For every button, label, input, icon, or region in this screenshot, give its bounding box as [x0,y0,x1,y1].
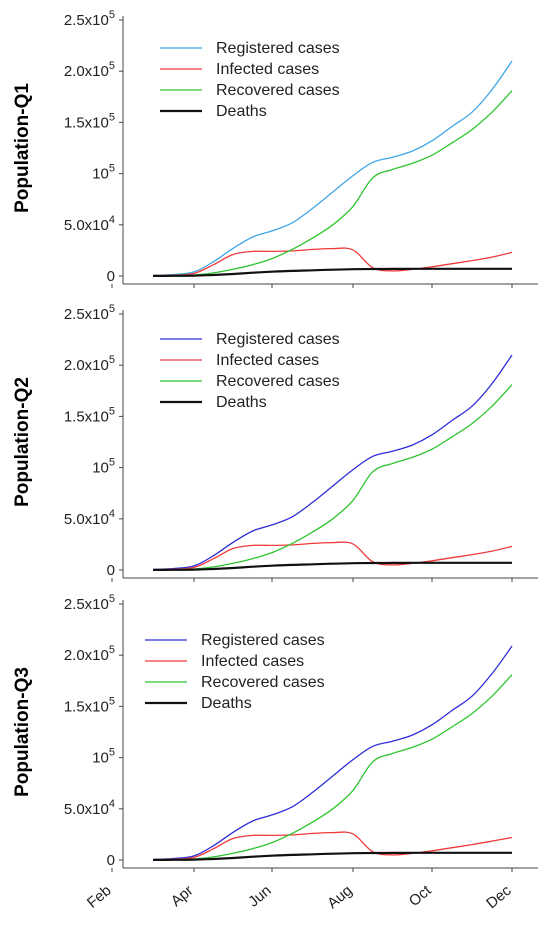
legend-label: Infected cases [201,653,304,670]
legend-label: Registered cases [216,331,340,348]
y-tick-label: 1.5x105 [64,111,115,131]
series-line-deaths [152,851,512,861]
series-line-infected-cases [152,541,513,571]
legend-label: Recovered cases [216,82,340,99]
y-tick-label: 2.0x105 [64,354,115,374]
y-tick-label: 5.0x104 [64,214,115,234]
y-tick-label: 2.0x105 [64,60,115,80]
y-axis-label: Population-Q2 [12,377,33,507]
legend-label: Recovered cases [216,373,340,390]
x-tick-label: Feb [84,882,115,912]
legend-label: Infected cases [216,352,319,369]
series-line-recovered-cases [152,90,513,277]
y-tick-label: 2.0x105 [64,644,115,664]
y-tick-label: 2.5x105 [64,593,115,613]
series-line-recovered-cases [152,384,513,571]
x-tick-label: Aug [324,882,355,912]
y-tick-label: 105 [92,163,115,183]
x-tick-label: Oct [406,882,435,911]
chart-panel-2: 0 5.0x104 105 1.5x105 2.0x105 2.5x105 Populati… [12,303,538,582]
y-tick-label: 2.5x105 [64,303,115,323]
x-tick-labels: Feb Apr Jun Aug Oct Dec [84,882,515,913]
chart-panel-3: 0 5.0x104 105 1.5x105 2.0x105 2.5x105 Populati… [12,593,538,872]
series-line-registered-cases [152,354,513,571]
legend-label: Registered cases [201,632,325,649]
y-tick-label: 105 [92,747,115,767]
series-line-registered-cases [152,645,513,861]
legend: Registered cases Infected cases Recovered … [160,40,340,120]
legend-label: Recovered cases [201,674,325,691]
legend-label: Registered cases [216,40,340,57]
series-line-deaths [152,561,512,571]
legend-label: Deaths [216,103,267,120]
y-tick-label: 0 [107,852,115,869]
x-tick-label: Dec [483,882,515,912]
series-line-infected-cases [152,831,513,861]
y-tick-label: 105 [92,457,115,477]
legend-label: Deaths [216,394,267,411]
series-line-recovered-cases [152,674,513,861]
y-tick-label: 1.5x105 [64,695,115,715]
x-tick-label: Jun [245,882,274,911]
legend-label: Deaths [201,695,252,712]
chart-panel-1: 0 5.0x104 105 1.5x105 2.0x105 2.5x105 Populati… [12,9,538,288]
y-tick-label: 1.5x105 [64,405,115,425]
y-tick-label: 0 [107,268,115,285]
legend: Registered cases Infected cases Recovered … [145,632,325,712]
y-tick-label: 0 [107,562,115,579]
series-line-infected-cases [152,247,513,277]
y-tick-label: 5.0x104 [64,798,115,818]
x-tick-label: Apr [168,882,197,910]
y-axis-label: Population-Q1 [12,83,33,213]
y-tick-label: 5.0x104 [64,508,115,528]
y-tick-label: 2.5x105 [64,9,115,29]
series-line-registered-cases [152,60,513,277]
y-axis-label: Population-Q3 [12,667,33,797]
legend-label: Infected cases [216,61,319,78]
series-line-deaths [152,267,512,277]
legend: Registered cases Infected cases Recovered … [160,331,340,411]
